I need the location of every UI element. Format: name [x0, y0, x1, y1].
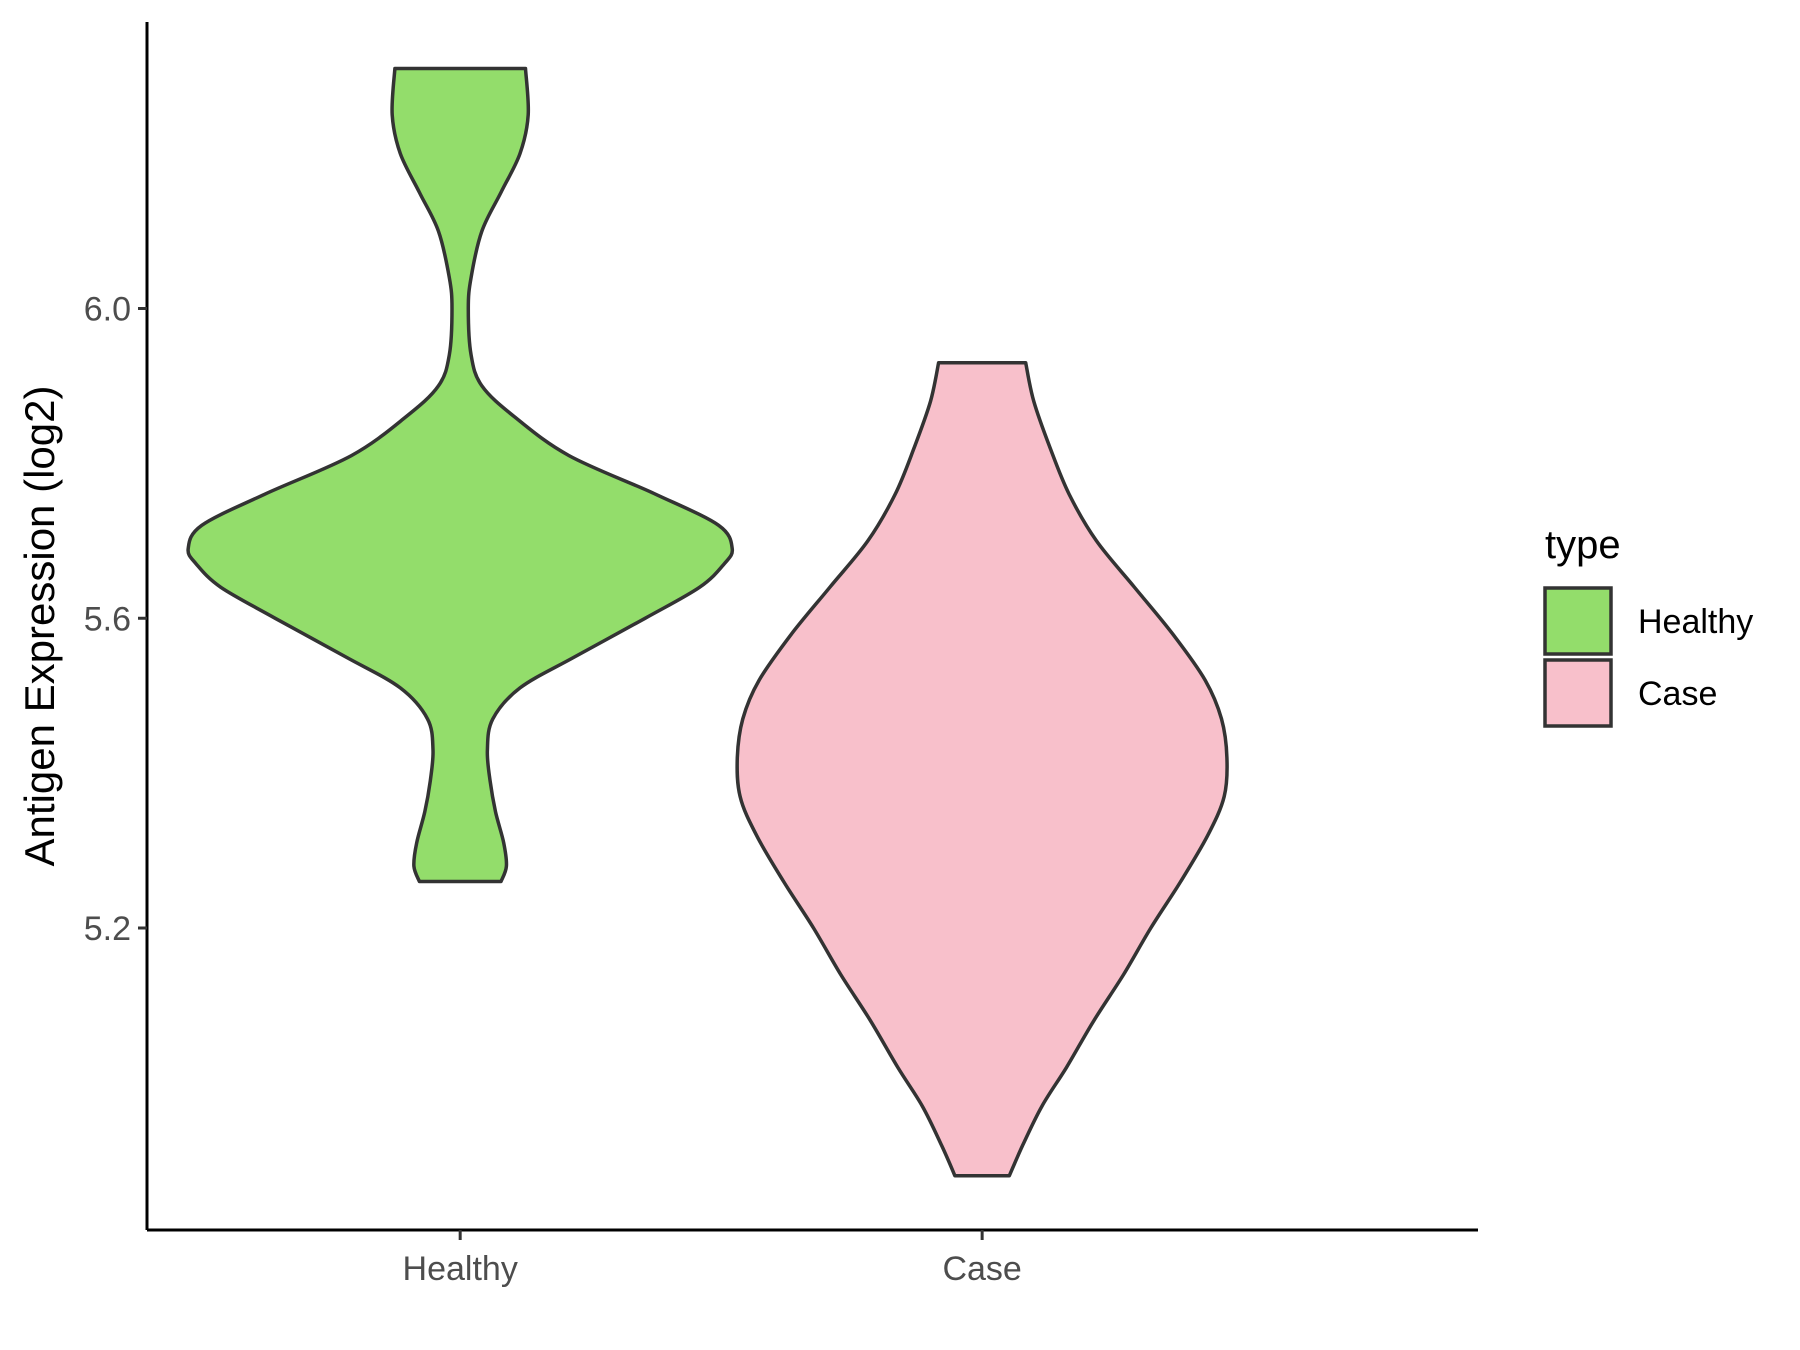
x-ticks: Healthy Case: [403, 1230, 1022, 1288]
violin-case: [735, 360, 1229, 1178]
x-tick-label: Case: [942, 1250, 1021, 1288]
legend-title: type: [1545, 523, 1621, 567]
violins-layer: [186, 66, 1229, 1178]
y-tick-label: 6.0: [84, 291, 131, 329]
legend-label-case: Case: [1638, 675, 1717, 713]
legend-entries: Healthy Case: [1543, 586, 1753, 728]
y-ticks: 5.2 5.6 6.0: [84, 291, 147, 948]
legend-key-healthy: [1543, 586, 1613, 656]
y-axis-title: Antigen Expression (log2): [16, 386, 63, 867]
violin-healthy: [186, 66, 735, 884]
legend-label-healthy: Healthy: [1638, 603, 1753, 641]
legend: type Healthy Case: [1543, 523, 1753, 728]
legend-key-case: [1543, 658, 1613, 728]
y-tick-label: 5.6: [84, 600, 131, 638]
x-tick-label: Healthy: [403, 1250, 518, 1288]
y-tick-label: 5.2: [84, 910, 131, 948]
